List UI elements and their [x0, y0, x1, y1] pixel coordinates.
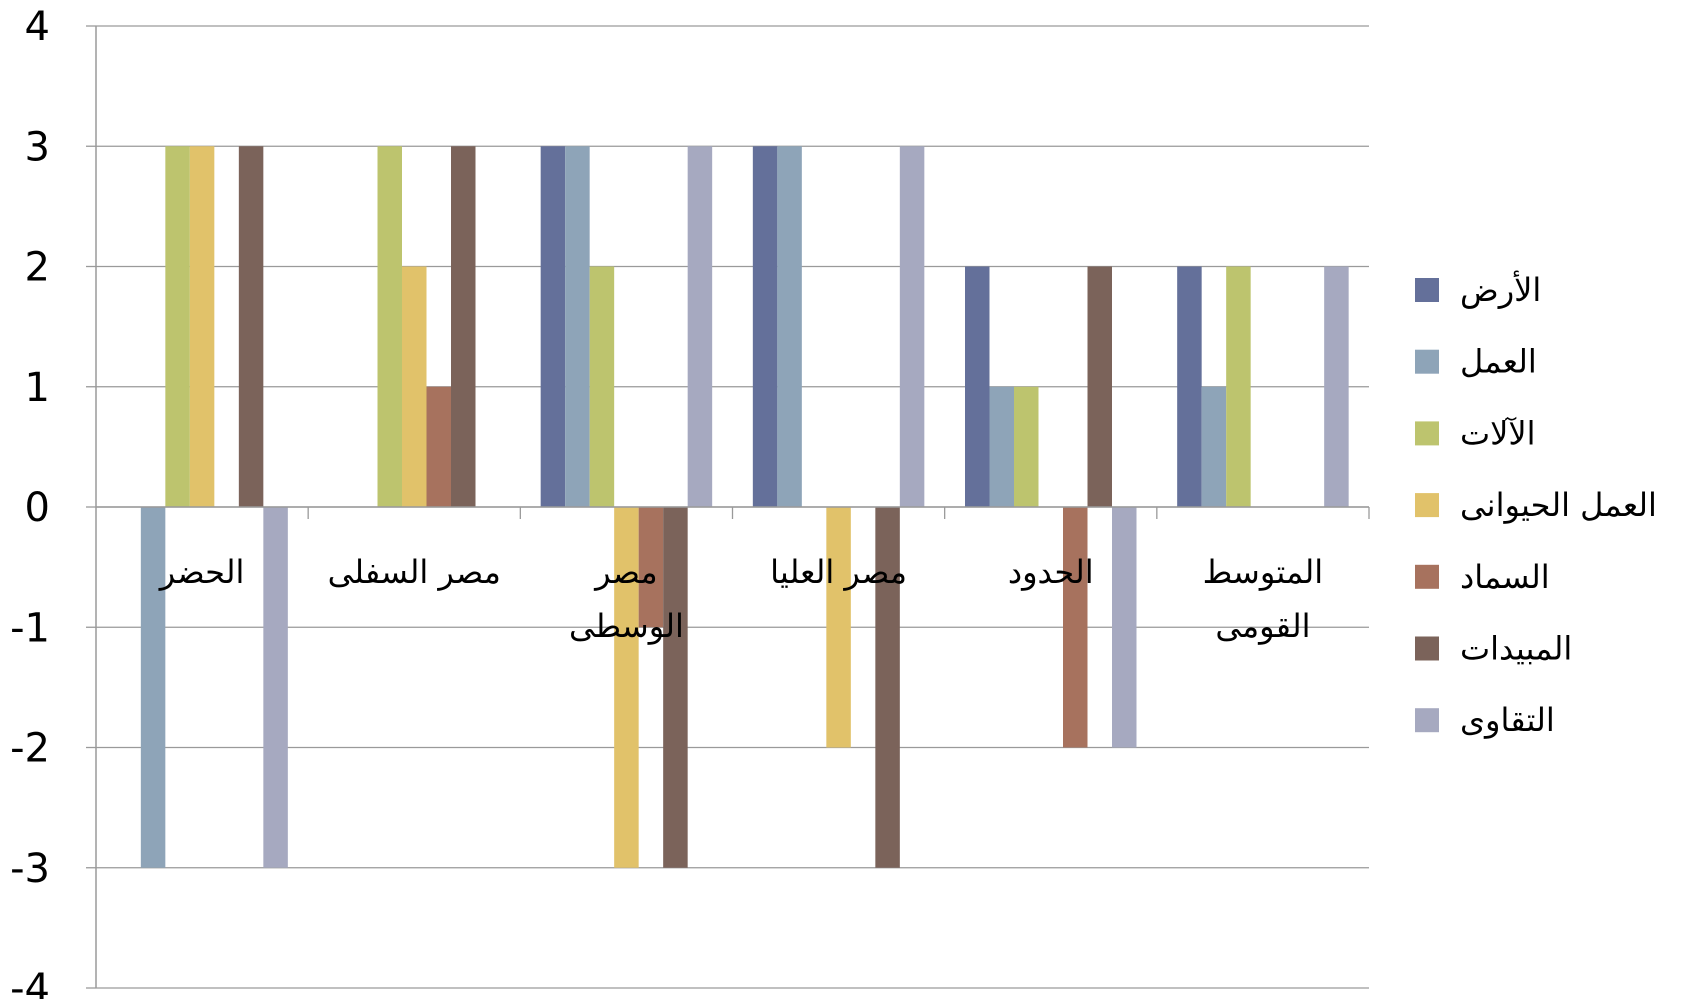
- bars: [140, 146, 1349, 868]
- bar: [140, 507, 166, 868]
- bar: [1324, 266, 1349, 507]
- bar: [687, 146, 713, 507]
- bar: [614, 507, 639, 868]
- legend: الأرض العمل الآلات العمل الحيوانى السماد المب…: [1415, 270, 1657, 739]
- bar: [899, 146, 925, 507]
- bar: [1112, 507, 1137, 748]
- category-label: الحضر: [158, 553, 245, 591]
- bar: [1063, 507, 1088, 748]
- y-tick-label: -3: [10, 846, 50, 892]
- axes: [86, 25, 1370, 989]
- legend-label: الآلات: [1460, 414, 1536, 452]
- y-axis-tick-labels: -4 -3 -2 -1 0 1 2 3 4: [10, 4, 50, 999]
- y-tick-label: -4: [10, 966, 50, 999]
- legend-swatch: [1415, 421, 1439, 446]
- y-tick-label: -2: [10, 726, 50, 772]
- bar: [426, 386, 451, 507]
- legend-label: العمل: [1460, 343, 1537, 381]
- bar: [1226, 266, 1251, 507]
- bar: [663, 507, 688, 868]
- bar: [451, 146, 476, 507]
- category-label: مصر السفلى: [328, 553, 501, 591]
- category-labels: الحضر مصر السفلى مصر الوسطى مصر العليا الحدود…: [158, 553, 1323, 645]
- legend-label: الأرض: [1460, 270, 1541, 309]
- bar: [189, 146, 215, 507]
- category-label: مصر الوسطى: [569, 553, 684, 645]
- bar: [826, 507, 851, 748]
- legend-label: التقاوى: [1460, 701, 1555, 739]
- bar: [989, 386, 1014, 507]
- category-label: المتوسط القومى: [1203, 553, 1324, 645]
- bar: [875, 507, 900, 868]
- bar: [589, 266, 615, 507]
- y-tick-label: 4: [25, 4, 50, 50]
- bar: [402, 266, 427, 507]
- category-label: مصر العليا: [770, 553, 907, 591]
- y-tick-label: 0: [25, 485, 50, 531]
- bar: [1014, 386, 1039, 507]
- bar: [1201, 386, 1227, 507]
- category-label: الحدود: [1008, 553, 1094, 591]
- legend-swatch: [1415, 349, 1439, 374]
- bar: [238, 146, 264, 507]
- legend-swatch: [1415, 564, 1439, 589]
- legend-swatch: [1415, 708, 1439, 733]
- bar: [777, 146, 802, 507]
- bar: [565, 146, 590, 507]
- bar: [165, 146, 190, 507]
- legend-label: المبيدات: [1460, 630, 1572, 668]
- bar: [540, 146, 566, 507]
- bar: [377, 146, 402, 507]
- bar: [1177, 266, 1202, 507]
- bar: [638, 507, 664, 628]
- bar: [1087, 266, 1112, 507]
- y-tick-label: 2: [25, 245, 50, 291]
- legend-label: السماد: [1460, 558, 1550, 596]
- bar: [752, 146, 778, 507]
- legend-swatch: [1415, 278, 1439, 302]
- bar: [965, 266, 990, 507]
- y-tick-label: 3: [25, 124, 50, 170]
- legend-swatch: [1415, 636, 1439, 661]
- y-tick-label: -1: [10, 605, 50, 651]
- bar: [263, 507, 288, 868]
- legend-label: العمل الحيوانى: [1460, 486, 1657, 524]
- legend-swatch: [1415, 493, 1439, 518]
- y-tick-label: 1: [25, 365, 50, 411]
